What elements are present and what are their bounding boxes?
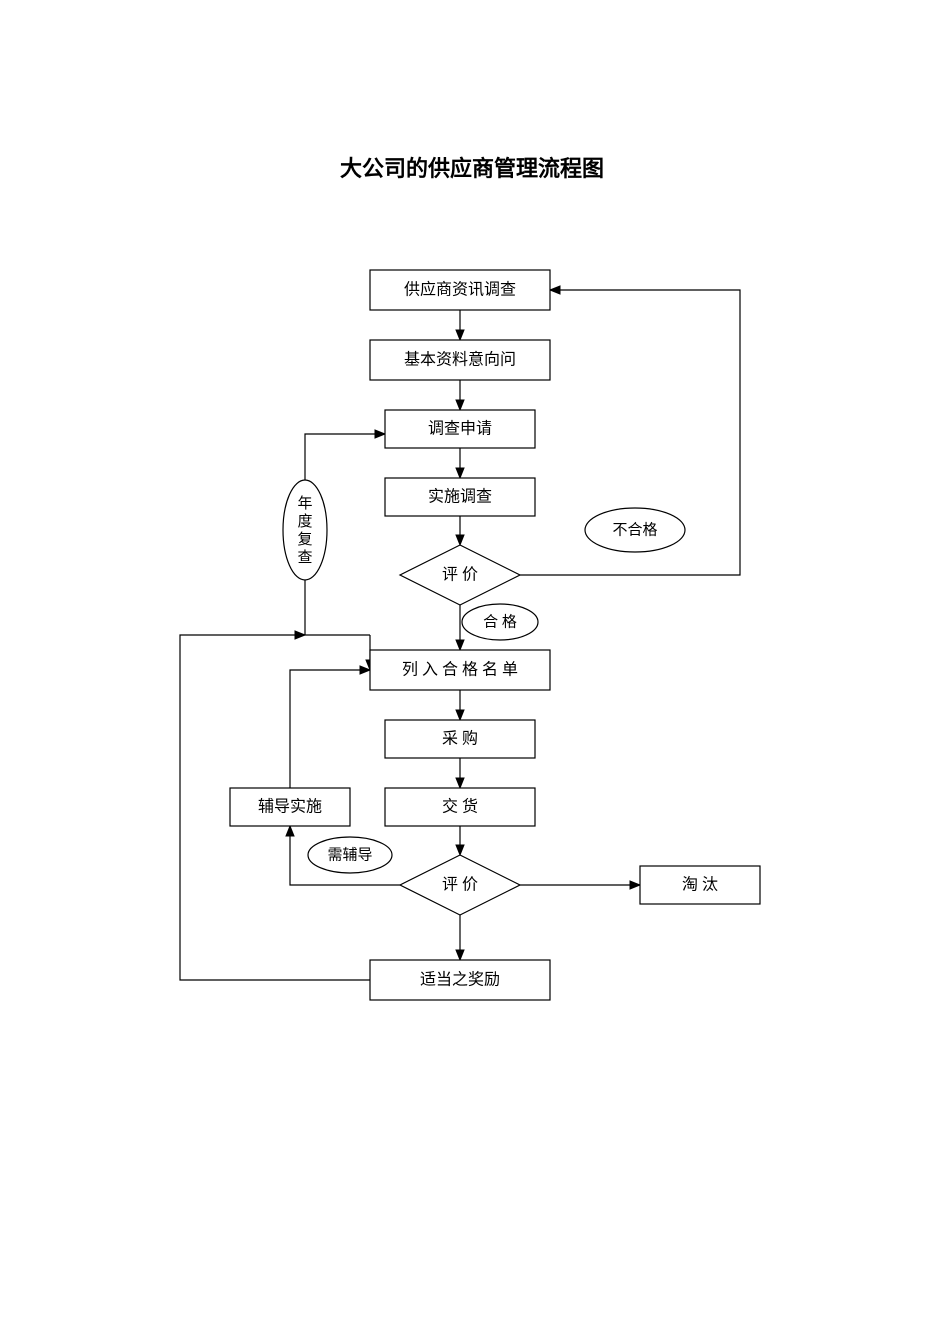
- label-n6: 采 购: [442, 730, 478, 748]
- label-n2: 基本资料意向问: [404, 350, 516, 369]
- label-n7: 交 货: [442, 798, 478, 816]
- label-nEl: 淘 汰: [682, 876, 718, 894]
- label-n4: 实施调查: [428, 488, 492, 506]
- label-n3: 调查申请: [428, 420, 492, 438]
- flowchart-stage: 大公司的供应商管理流程图供应商资讯调查基本资料意向问调查申请实施调查评 价 不合格…: [0, 0, 945, 1337]
- label-n1: 供应商资讯调查: [404, 280, 516, 299]
- label-e_need: 需辅导: [327, 846, 372, 863]
- label-d1: 评 价: [442, 566, 478, 584]
- page-title: 大公司的供应商管理流程图: [340, 156, 604, 181]
- label-n8: 适当之奖励: [420, 971, 500, 989]
- label-n5: 列 入 合 格 名 单: [402, 661, 518, 679]
- label-e_ok: 合 格: [483, 613, 517, 630]
- flowchart-svg: 大公司的供应商管理流程图供应商资讯调查基本资料意向问调查申请实施调查评 价 不合格…: [0, 0, 945, 1337]
- label-nL: 辅导实施: [258, 798, 322, 816]
- label-e_unq: 不合格: [612, 521, 657, 538]
- label-d2: 评 价: [442, 876, 478, 894]
